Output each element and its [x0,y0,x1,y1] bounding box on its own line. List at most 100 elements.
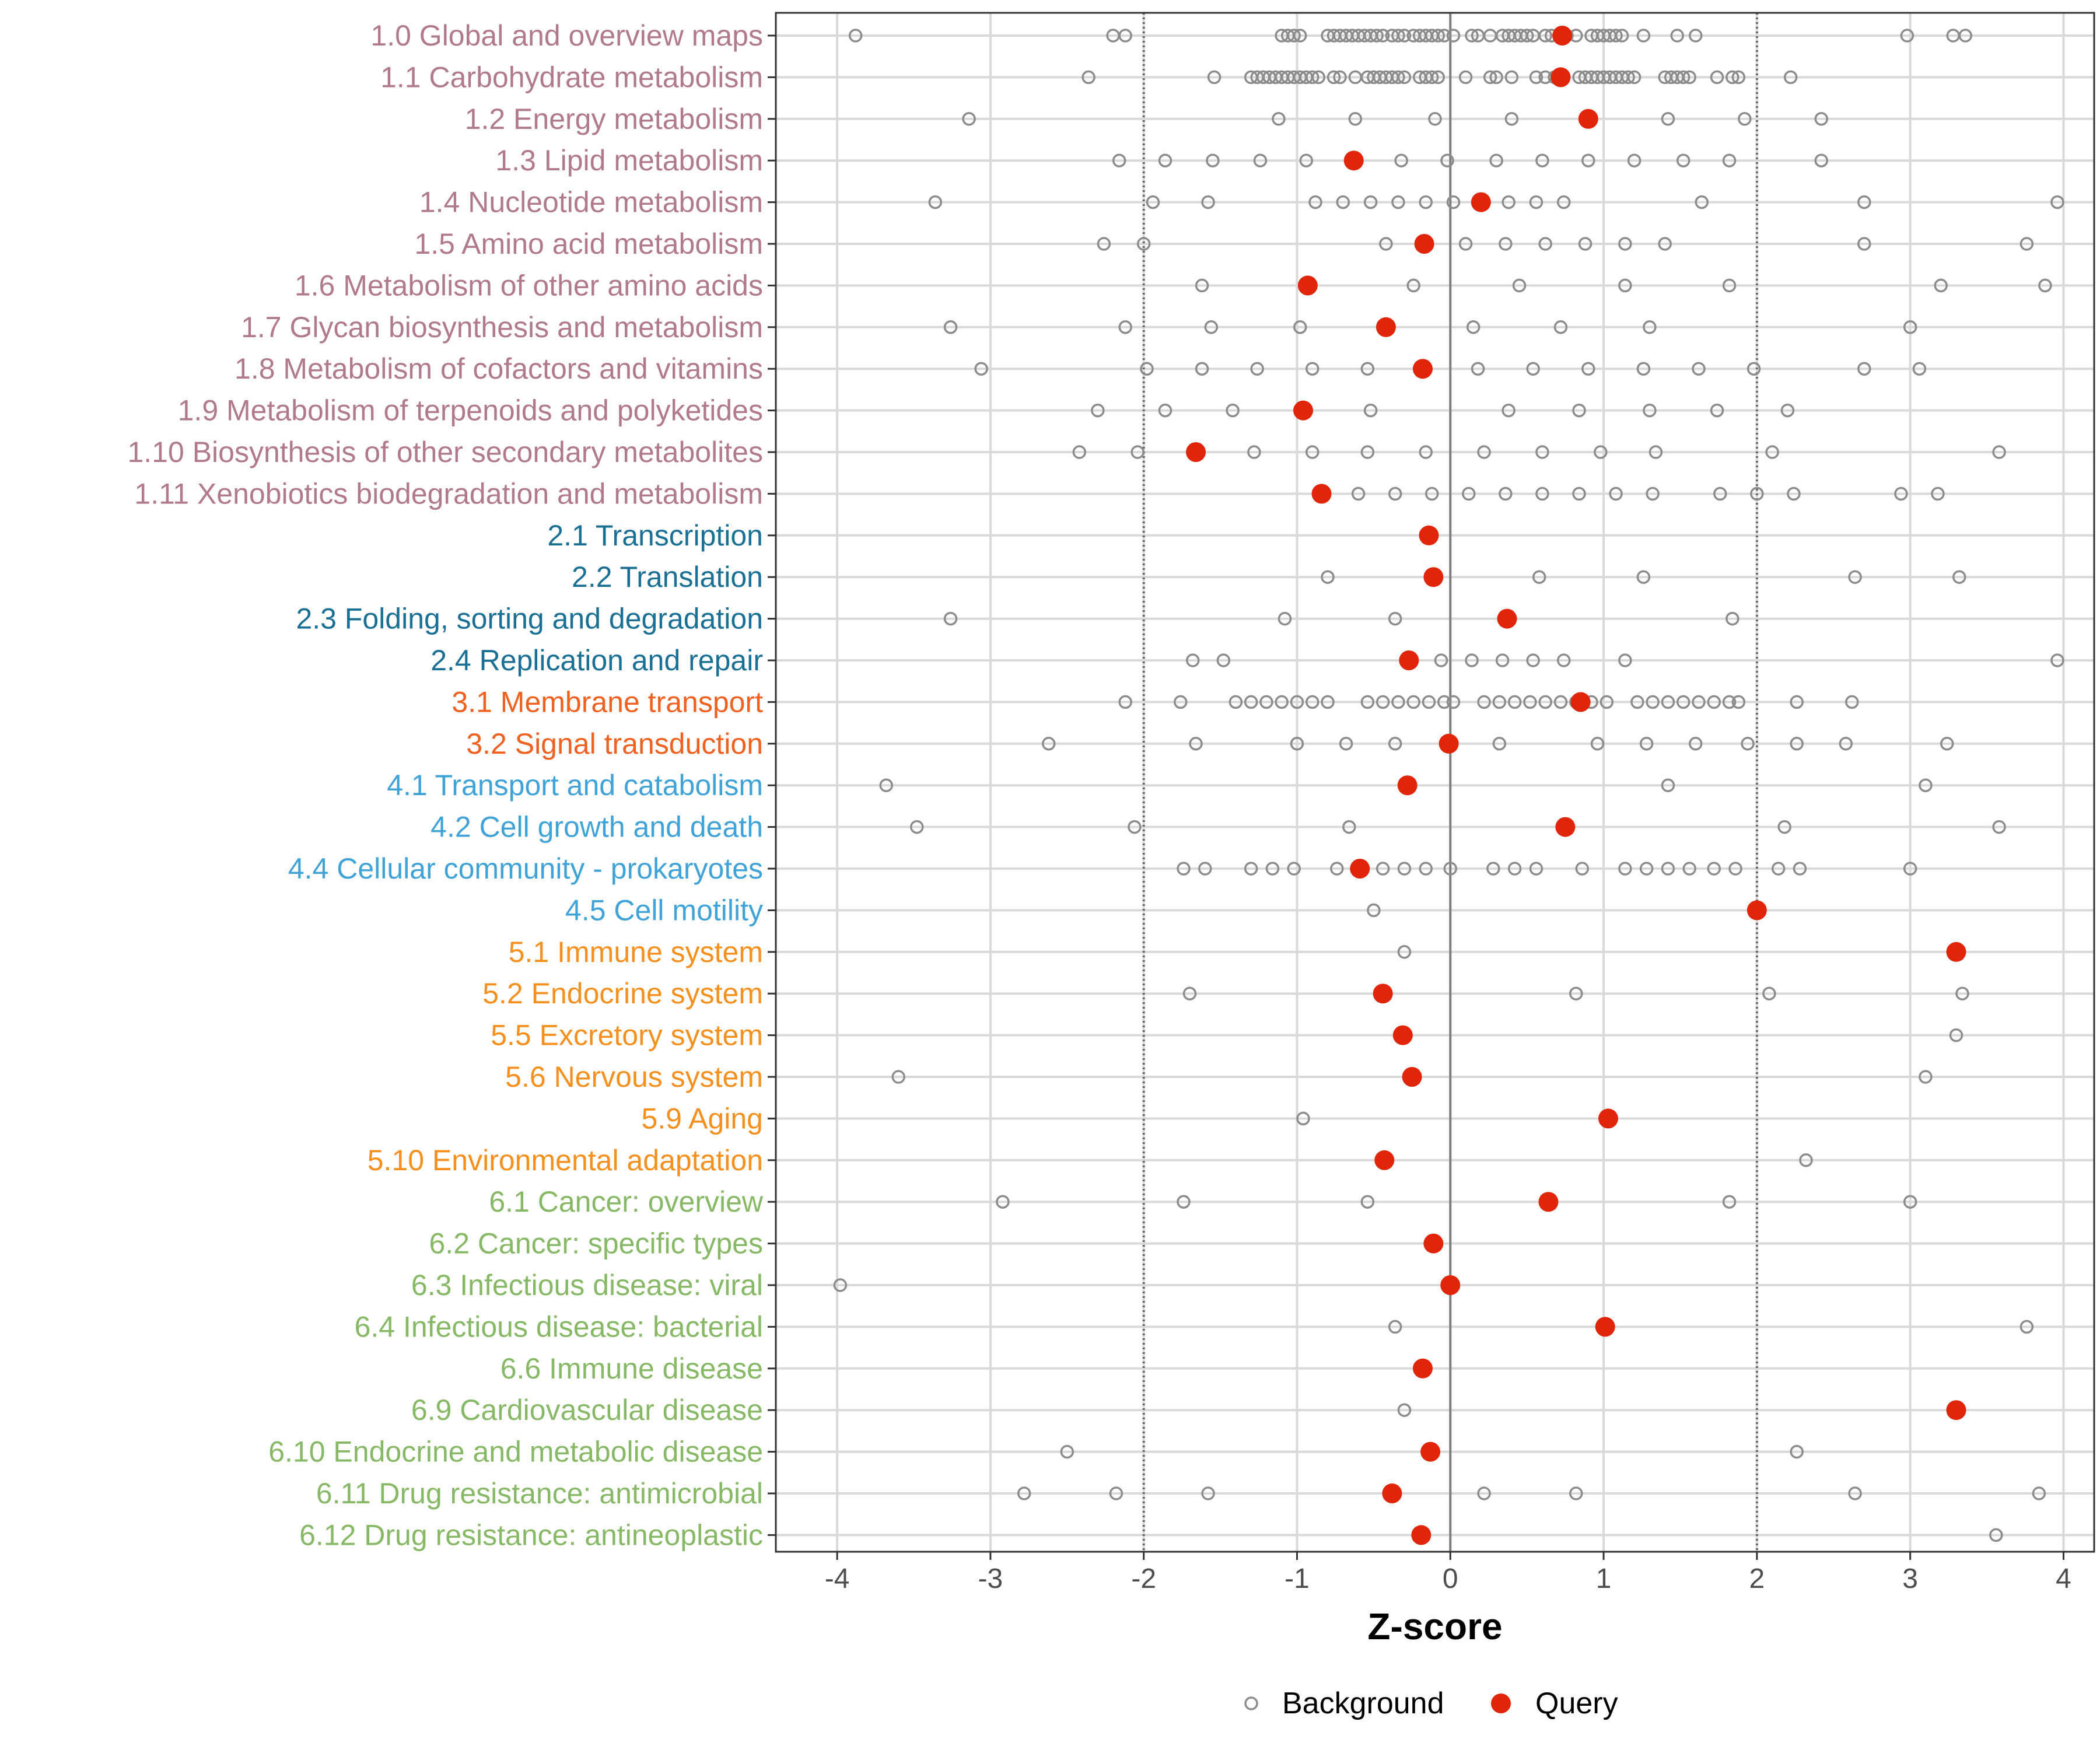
background-point [1182,986,1197,1000]
query-point [1598,1108,1618,1129]
background-point [1174,695,1188,709]
background-point [1618,278,1632,293]
background-point [1370,29,1384,43]
background-point [1726,611,1740,626]
background-point [1590,737,1605,751]
background-point [1746,362,1761,376]
background-point [1507,695,1522,709]
background-point [1731,70,1746,85]
x-tick-label: -4 [825,1563,850,1594]
background-point [1692,362,1706,376]
background-point [1306,70,1320,85]
y-category-label: 1.1 Carbohydrate metabolism [380,61,763,93]
background-point [1646,695,1660,709]
legend-background-label: Background [1282,1686,1444,1720]
background-point [1502,403,1516,418]
y-category-label: 6.4 Infectious disease: bacterial [355,1310,763,1343]
background-point [1556,653,1571,667]
background-point [1431,29,1446,43]
x-tick-label: -2 [1131,1563,1156,1594]
background-point [891,1070,905,1084]
query-point [1423,567,1444,587]
background-point [1391,29,1405,43]
query-point [1746,900,1767,921]
background-point [1458,237,1473,251]
background-point [1118,320,1132,334]
background-point [1265,862,1280,876]
background-point [1848,570,1862,584]
background-point [2020,1320,2034,1334]
background-point [1857,237,1871,251]
y-axis-category-labels: 1.0 Global and overview maps 1.1 Carbohyd… [127,19,776,1551]
background-point [1688,737,1703,751]
background-point [1060,1444,1074,1459]
background-point [1676,695,1690,709]
background-point [1526,653,1540,667]
background-point [1670,29,1684,43]
background-point [1532,570,1546,584]
reference-lines [1142,13,1758,1552]
background-point [1293,320,1307,334]
y-category-label: 4.4 Cellular community - prokaryotes [288,852,763,885]
y-category-label: 1.9 Metabolism of terpenoids and polyket… [178,394,763,427]
background-point [1707,695,1721,709]
background-point [1437,29,1451,43]
background-point [1311,70,1326,85]
y-category-label: 5.10 Environmental adaptation [368,1144,763,1177]
background-point [1388,487,1402,501]
background-point [1492,737,1507,751]
query-point [1946,1400,1966,1420]
background-point [1272,112,1286,126]
background-point [1790,695,1804,709]
background-point [1186,653,1200,667]
background-point [1765,445,1779,459]
background-point [1992,820,2006,834]
background-point [1520,29,1534,43]
background-point [1471,362,1485,376]
query-point [1552,26,1573,46]
background-point [1391,195,1405,209]
query-point [1397,775,1418,796]
background-point [1275,695,1289,709]
query-point [1399,650,1419,670]
background-point [1189,737,1203,751]
query-point [1423,1233,1444,1254]
background-point [1572,487,1586,501]
background-point [1553,695,1568,709]
background-point [1814,112,1828,126]
background-point [833,1278,848,1292]
background-point [1146,195,1160,209]
query-point [1412,359,1433,379]
y-category-label: 4.2 Cell growth and death [430,811,763,844]
background-point [1465,653,1479,667]
background-point [1466,320,1480,334]
background-point [1339,737,1353,751]
background-point [1713,487,1727,501]
y-category-label: 5.2 Endocrine system [482,977,763,1010]
y-category-label: 6.3 Infectious disease: viral [411,1269,763,1301]
background-point [1569,1486,1583,1500]
background-point [1207,70,1222,85]
background-point [1780,403,1795,418]
background-point [1799,1153,1813,1167]
background-point [1296,1111,1310,1126]
background-point [1216,653,1231,667]
y-category-label: 1.10 Biosynthesis of other secondary met… [127,436,763,468]
y-category-label: 3.1 Membrane transport [452,685,763,718]
background-point [1615,29,1629,43]
background-point [1639,862,1654,876]
x-tick-label: 3 [1902,1563,1918,1594]
background-point [1900,29,1915,43]
y-category-label: 6.12 Drug resistance: antineoplastic [299,1518,763,1551]
background-point [1762,986,1776,1000]
background-point [1367,903,1381,918]
background-point [1581,362,1595,376]
background-point [1376,862,1390,876]
background-point [1903,862,1917,876]
background-point [943,320,958,334]
background-point [1247,445,1261,459]
background-point [1845,695,1859,709]
y-category-label: 1.5 Amino acid metabolism [414,228,763,260]
y-category-label: 1.2 Energy metabolism [465,103,763,135]
background-point [1523,695,1537,709]
